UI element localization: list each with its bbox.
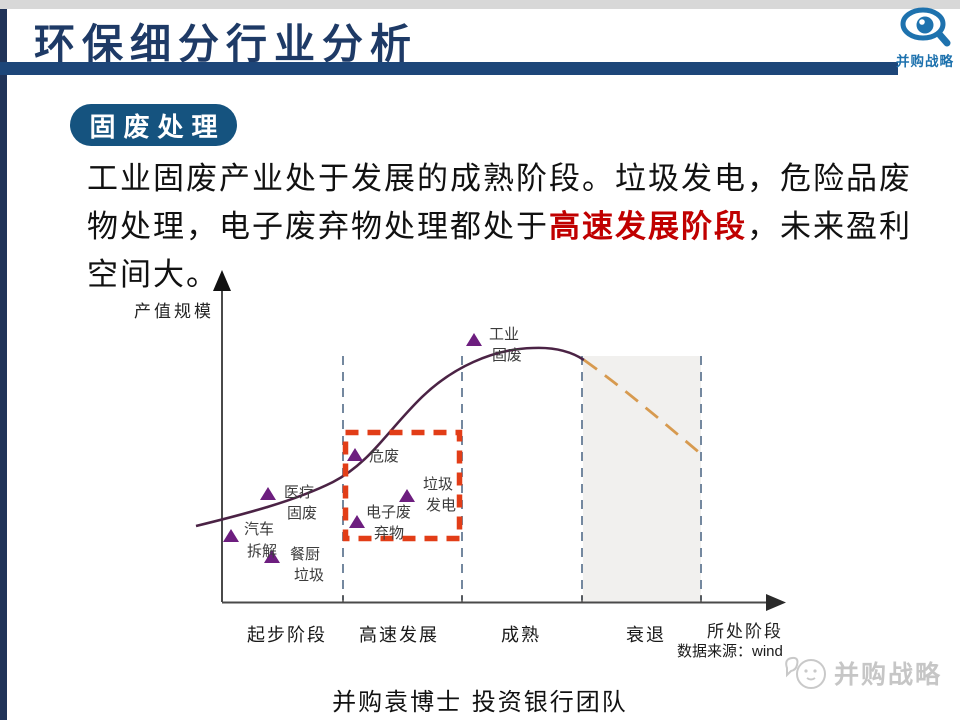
data-point-label: 工业 bbox=[489, 325, 519, 343]
body-text-highlight: 高速发展阶段 bbox=[549, 209, 747, 245]
stage-label-decline: 衰退 bbox=[626, 625, 666, 646]
x-axis-arrow bbox=[766, 594, 786, 611]
top-strip bbox=[0, 0, 960, 9]
watermark: 并购战略 bbox=[782, 652, 942, 694]
data-point-marker-ewaste bbox=[349, 515, 365, 528]
data-point-label: 固废 bbox=[492, 346, 522, 364]
stage-label-rapid-growth: 高速发展 bbox=[359, 625, 439, 646]
decline-region bbox=[583, 356, 701, 602]
watermark-text: 并购战略 bbox=[834, 660, 943, 689]
highlight-box bbox=[342, 429, 463, 542]
data-point-marker-kitchen-waste bbox=[264, 550, 280, 563]
growth-curve-solid bbox=[195, 346, 585, 528]
topic-badge: 固废处理 bbox=[70, 104, 237, 146]
company-logo: 并购战略 bbox=[892, 4, 958, 69]
data-point-label: 餐厨 bbox=[290, 545, 320, 563]
topic-badge-label: 固废处理 bbox=[89, 112, 226, 143]
data-point-label: 医疗 bbox=[284, 483, 314, 501]
x-axis-label: 所处阶段 bbox=[707, 622, 783, 642]
body-text-line2-post: ，未来盈利 bbox=[747, 209, 912, 245]
body-text-line2-pre: 物处理，电子废弃物处理都处于 bbox=[87, 209, 549, 245]
data-point-marker-hazardous-waste bbox=[347, 448, 363, 461]
data-point-label: 电子废 bbox=[366, 503, 411, 521]
body-text-line3: 空间大。 bbox=[87, 257, 219, 293]
stage-label-mature: 成熟 bbox=[501, 625, 541, 646]
data-point-label: 拆解 bbox=[247, 542, 277, 560]
eye-magnifier-icon bbox=[900, 7, 951, 47]
data-point-label: 发电 bbox=[426, 496, 456, 514]
data-point-label: 危废 bbox=[369, 447, 399, 465]
data-point-marker-industrial-waste bbox=[466, 333, 482, 346]
data-point-label: 固废 bbox=[287, 504, 317, 522]
data-source: 数据来源：wind bbox=[677, 643, 783, 660]
body-text-line1: 工业固废产业处于发展的成熟阶段。垃圾发电，危险品废 bbox=[87, 161, 912, 197]
data-point-marker-waste-power bbox=[399, 489, 415, 502]
left-strip bbox=[0, 9, 7, 720]
y-axis-label: 产值规模 bbox=[134, 302, 214, 322]
body-text: 工业固废产业处于发展的成熟阶段。垃圾发电，危险品废 物处理，电子废弃物处理都处于… bbox=[87, 155, 917, 299]
y-axis-arrow bbox=[213, 270, 231, 291]
title-underline bbox=[0, 62, 898, 75]
footer-team: 并购袁博士 投资银行团队 bbox=[332, 688, 628, 716]
data-point-label: 垃圾 bbox=[294, 566, 324, 584]
stage-label-startup: 起步阶段 bbox=[247, 625, 327, 646]
decline-curve-dashed bbox=[583, 358, 702, 456]
page-title: 环保细分行业分析 bbox=[34, 20, 418, 68]
logo-text: 并购战略 bbox=[896, 54, 954, 69]
watermark-mascot-icon bbox=[785, 656, 826, 689]
data-point-marker-medical-waste bbox=[260, 487, 276, 500]
data-point-label: 垃圾 bbox=[423, 475, 453, 493]
data-point-label: 汽车 bbox=[244, 520, 274, 538]
data-point-label: 弃物 bbox=[374, 524, 404, 542]
data-point-marker-car-dismantle bbox=[223, 529, 239, 542]
